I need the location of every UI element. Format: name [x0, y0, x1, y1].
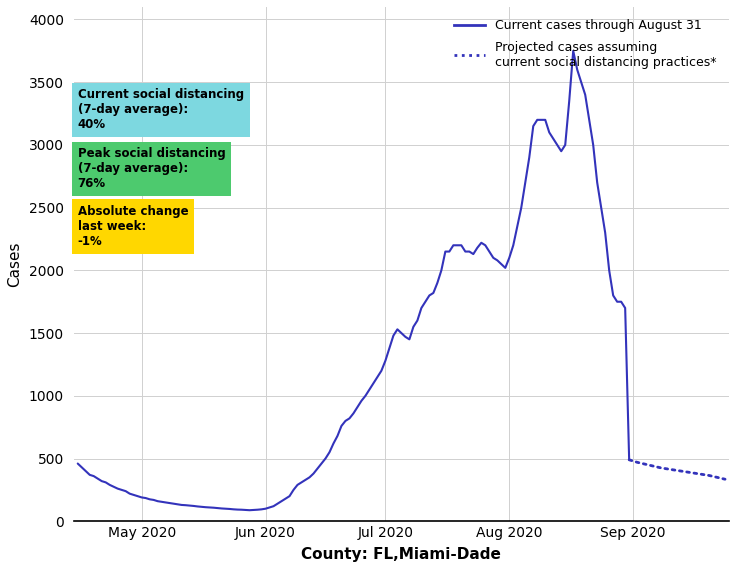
X-axis label: County: FL,Miami-Dade: County: FL,Miami-Dade [302, 547, 501, 562]
Y-axis label: Cases: Cases [7, 241, 22, 287]
Text: Current social distancing
(7-day average):
40%: Current social distancing (7-day average… [78, 89, 244, 131]
Text: Peak social distancing
(7-day average):
76%: Peak social distancing (7-day average): … [78, 147, 225, 191]
Text: Absolute change
last week:
-1%: Absolute change last week: -1% [78, 205, 188, 248]
Legend: Current cases through August 31, Projected cases assuming
current social distanc: Current cases through August 31, Project… [447, 13, 723, 76]
